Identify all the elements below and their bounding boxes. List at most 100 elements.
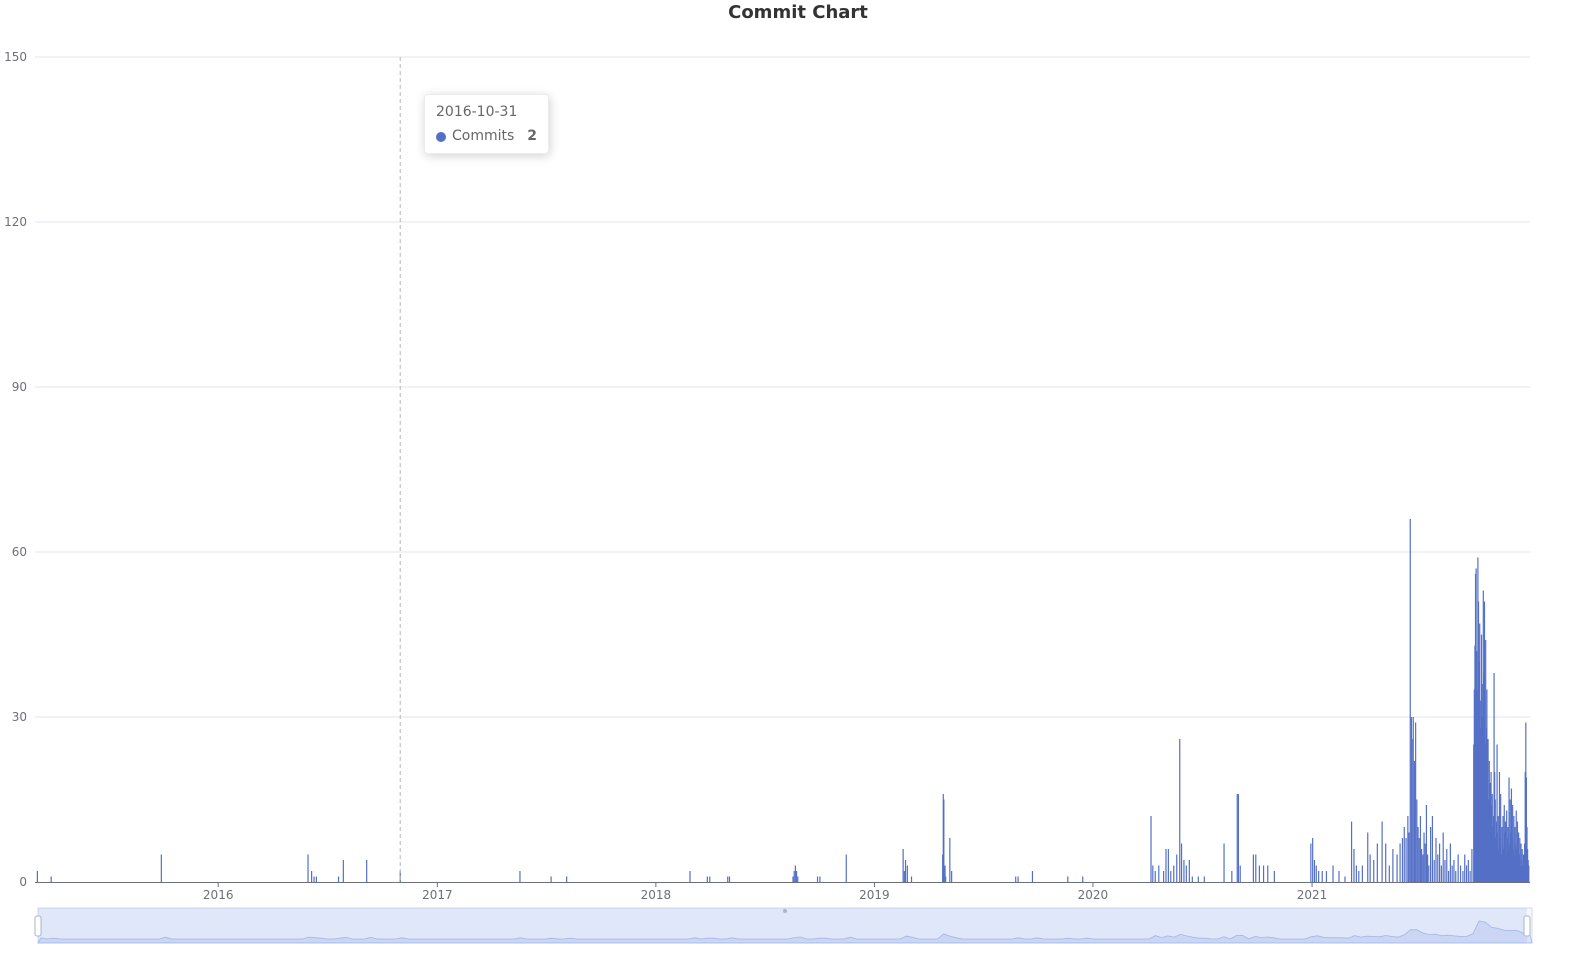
bar[interactable] [845,854,847,883]
bar[interactable] [1223,843,1225,883]
bar[interactable] [797,876,799,883]
bar[interactable] [1369,854,1371,883]
bar[interactable] [1412,717,1414,882]
bar[interactable] [1474,645,1476,883]
bar[interactable] [1313,860,1316,882]
bar[interactable] [903,871,905,882]
bar[interactable] [1385,843,1387,883]
bar[interactable] [1485,728,1487,882]
bar[interactable] [1499,838,1501,882]
bar[interactable] [1152,865,1154,883]
bar[interactable] [1236,794,1238,882]
bar[interactable] [1447,871,1450,882]
bar[interactable] [1154,871,1156,882]
bar[interactable] [1183,860,1185,882]
bar[interactable] [1511,838,1513,882]
bar[interactable] [307,854,309,883]
bar[interactable] [1438,843,1441,883]
bar[interactable] [1449,843,1451,883]
bar[interactable] [1427,854,1429,883]
bar[interactable] [1416,799,1418,883]
bar[interactable] [794,865,796,883]
data-zoom-slider[interactable] [34,907,1533,944]
bar[interactable] [1435,838,1437,882]
bar[interactable] [566,876,568,883]
bar[interactable] [1191,876,1193,883]
bar[interactable] [1188,860,1190,882]
bar[interactable] [1425,805,1428,882]
bar[interactable] [792,876,794,883]
bar[interactable] [1255,854,1257,883]
bar[interactable] [1332,865,1334,883]
bar[interactable] [1513,854,1516,883]
bar[interactable] [1405,838,1407,882]
bar[interactable] [1231,871,1233,882]
bar[interactable] [1318,871,1320,882]
bar[interactable] [1180,843,1183,883]
bar[interactable] [1388,865,1390,883]
bar[interactable] [1479,700,1481,883]
bar[interactable] [1453,860,1455,882]
bar[interactable] [1464,854,1466,883]
bar[interactable] [1462,871,1464,882]
bar[interactable] [1476,689,1478,883]
bar[interactable] [1353,849,1355,882]
bar[interactable] [1082,876,1084,883]
bar[interactable] [1315,865,1317,883]
bar[interactable] [1421,849,1423,882]
bar[interactable] [1239,865,1241,883]
bar[interactable] [50,876,52,883]
bar-series-commits[interactable] [36,519,1530,883]
bar[interactable] [1471,849,1473,882]
bar[interactable] [1431,816,1434,882]
bar[interactable] [1344,876,1346,883]
bar[interactable] [1376,843,1378,883]
bar[interactable] [1424,843,1426,883]
bar[interactable] [1258,865,1260,883]
bar[interactable] [944,865,946,883]
bar[interactable] [1373,860,1375,882]
bar[interactable] [1502,816,1504,882]
bar[interactable] [1512,805,1514,882]
bar[interactable] [1455,871,1457,882]
bar[interactable] [1067,876,1069,883]
bar[interactable] [1515,810,1517,883]
bar[interactable] [1522,854,1525,883]
zoom-drag-handle-icon[interactable] [783,909,787,913]
bar[interactable] [1419,816,1422,882]
bar[interactable] [160,854,162,883]
bar[interactable] [1457,854,1459,883]
bar[interactable] [1465,865,1468,883]
bar[interactable] [1017,876,1019,883]
bar[interactable] [1513,816,1515,882]
bar[interactable] [1165,849,1167,882]
bar[interactable] [1367,832,1369,883]
bar[interactable] [1173,865,1175,883]
bar[interactable] [1442,832,1444,883]
zoom-handle-right[interactable] [1523,915,1531,937]
bar[interactable] [1482,590,1484,883]
bar[interactable] [1403,827,1405,882]
bar[interactable] [1409,519,1411,882]
bar[interactable] [1437,854,1439,883]
bar[interactable] [1528,865,1530,883]
bar[interactable] [1381,821,1383,883]
bar[interactable] [706,876,708,883]
bar[interactable] [1197,876,1199,883]
bar[interactable] [313,876,315,883]
bar[interactable] [904,860,907,882]
bar[interactable] [1497,832,1499,883]
bar[interactable] [906,865,908,883]
bar[interactable] [1350,821,1353,883]
bar[interactable] [1496,744,1498,883]
bar[interactable] [945,876,947,883]
bar[interactable] [1500,794,1502,882]
bar[interactable] [1203,876,1205,883]
bar[interactable] [1408,832,1410,883]
bar[interactable] [315,876,317,883]
bar[interactable] [337,876,340,883]
bar[interactable] [1338,871,1340,882]
bar[interactable] [1451,865,1453,883]
bar[interactable] [910,876,913,883]
bar[interactable] [1162,871,1165,882]
